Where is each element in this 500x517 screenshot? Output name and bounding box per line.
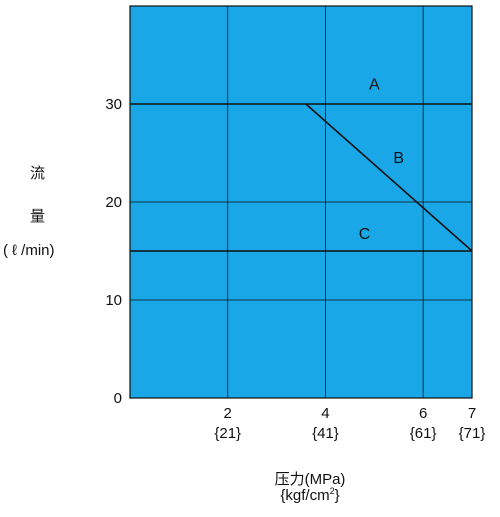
x-tick-sublabel: {21} <box>214 425 241 442</box>
plot-border <box>129 5 473 399</box>
series-label-c: C <box>359 226 371 243</box>
y-axis-label-char-2: 量 <box>30 208 46 225</box>
x-axis-label: 压力(MPa) <box>250 468 370 489</box>
x-axis-unit-close: } <box>334 487 340 504</box>
y-tick-label: 20 <box>105 194 122 211</box>
x-axis-unit: {kgf/cm2} <box>250 486 370 504</box>
series-label-a: A <box>369 76 380 93</box>
y-tick-label: 30 <box>105 96 122 113</box>
x-tick-label: 7 <box>468 405 476 422</box>
x-tick-label: 2 <box>224 405 232 422</box>
y-tick-label: 10 <box>105 292 122 309</box>
x-tick-sublabel: {71} <box>459 425 486 442</box>
x-tick-sublabel: {61} <box>410 425 437 442</box>
series-line-b <box>305 103 473 252</box>
x-axis-label-text: 压力(MPa) <box>274 471 346 488</box>
series-label-b: B <box>393 150 404 167</box>
x-tick-label: 4 <box>321 405 329 422</box>
y-axis-label-char-1: 流 <box>30 165 46 182</box>
y-axis-label-unit: ( ℓ /min) <box>3 242 55 259</box>
x-axis-unit-superscript: 2 <box>329 486 335 496</box>
x-tick-sublabel: {41} <box>312 425 339 442</box>
x-tick-label: 6 <box>419 405 427 422</box>
x-axis-unit-text: {kgf/cm <box>280 487 330 504</box>
y-tick-label: 0 <box>114 390 122 407</box>
